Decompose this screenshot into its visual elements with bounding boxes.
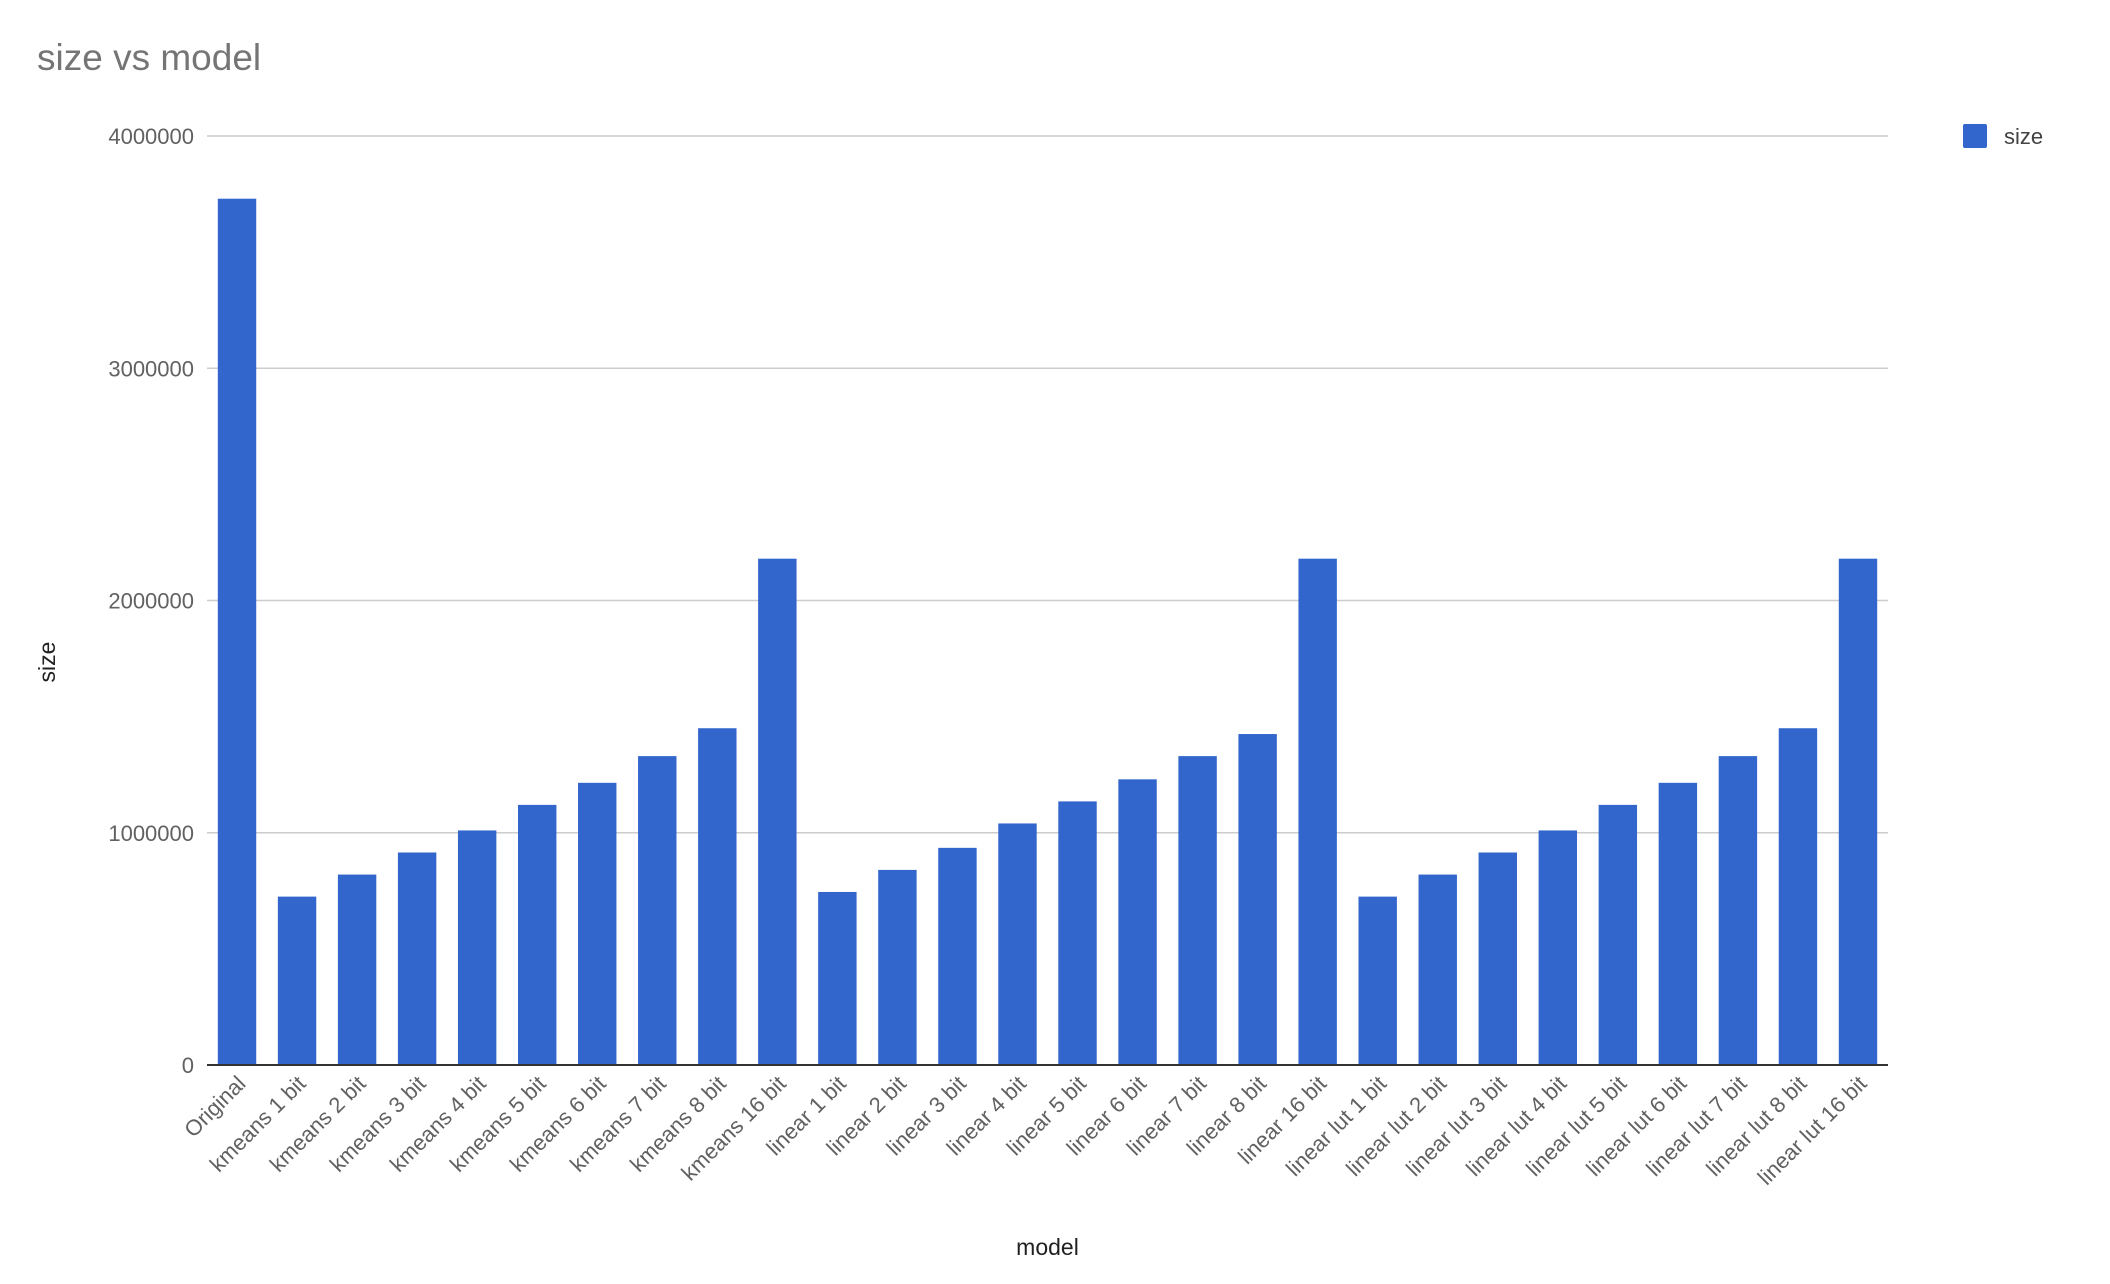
bar: [938, 847, 977, 1065]
bar: [1538, 830, 1578, 1065]
bar: [818, 891, 857, 1065]
bar: [1118, 779, 1157, 1065]
bar: [1238, 734, 1277, 1065]
bar: [337, 874, 377, 1065]
legend-swatch-size: [1963, 124, 1987, 148]
bar: [217, 198, 257, 1065]
gridlines: [207, 135, 1888, 834]
bar: [1778, 728, 1818, 1065]
bar: [998, 823, 1037, 1065]
bar: [1178, 756, 1217, 1065]
bar: [1598, 804, 1638, 1065]
y-tick-label: 0: [182, 1053, 194, 1078]
bar: [1838, 558, 1878, 1065]
bar: [698, 728, 737, 1065]
bar: [1478, 852, 1517, 1065]
bar: [638, 756, 677, 1065]
x-axis-title: model: [1016, 1234, 1079, 1260]
bar: [1298, 558, 1337, 1065]
bar: [1718, 756, 1758, 1065]
y-axis-title: size: [34, 642, 60, 683]
bar: [878, 869, 917, 1065]
y-tick-label: 3000000: [108, 356, 194, 381]
x-tick-label: linear lut 16 bit: [1753, 1071, 1872, 1190]
y-tick-label: 4000000: [108, 124, 194, 149]
bar: [578, 782, 617, 1065]
x-tick-label: kmeans 16 bit: [676, 1071, 791, 1186]
bar: [1418, 874, 1457, 1065]
bars: [217, 198, 1878, 1065]
y-tick-label: 2000000: [108, 589, 194, 614]
legend-label-size: size: [2004, 124, 2043, 149]
bar: [1058, 801, 1097, 1065]
bar: [517, 804, 557, 1065]
legend: size: [1963, 124, 2043, 149]
bar: [457, 830, 497, 1065]
bar: [1658, 782, 1698, 1065]
y-tick-label: 1000000: [108, 821, 194, 846]
y-axis-ticks: 0 1000000 2000000 3000000 4000000: [108, 124, 194, 1078]
bar: [1358, 896, 1397, 1065]
bar: [277, 896, 317, 1065]
chart-title: size vs model: [37, 37, 261, 78]
bar: [758, 558, 797, 1065]
bar: [397, 852, 437, 1065]
